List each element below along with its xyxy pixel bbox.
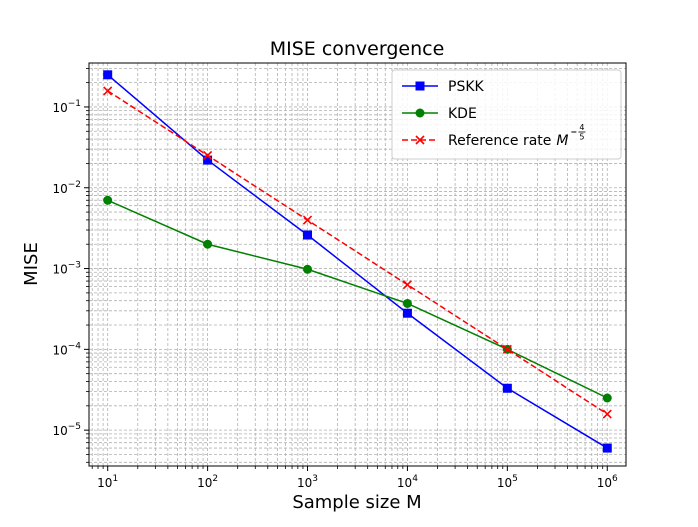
reference-rate-point	[402, 280, 413, 290]
reference-rate-line	[107, 90, 608, 415]
kde-point	[602, 393, 612, 403]
legend-marker-kde	[415, 108, 425, 118]
legend-math-denominator: 5	[579, 133, 584, 142]
reference-rate-point	[203, 150, 213, 161]
x-marker-stroke	[415, 135, 425, 145]
x-tick-label: 104	[397, 474, 418, 490]
legend-marker-reference-rate	[415, 135, 425, 145]
series-pskk	[103, 70, 612, 453]
series-reference-rate	[103, 86, 612, 419]
chart-title: MISE convergence	[270, 38, 445, 60]
pskk-point	[502, 383, 512, 393]
legend-label-pskk: PSKK	[448, 79, 485, 95]
y-axis-label: MISE	[21, 242, 42, 286]
kde-point	[203, 239, 213, 249]
pskk-point	[303, 230, 313, 240]
pskk-point	[103, 70, 113, 80]
x-marker-stroke	[602, 409, 612, 419]
legend-math-numerator: 4	[579, 123, 584, 132]
legend-math-symbol: M	[556, 133, 568, 149]
x-marker-stroke	[402, 280, 413, 290]
y-tick-label: 10−4	[52, 341, 81, 357]
legend-label-kde: KDE	[448, 106, 477, 122]
kde-point	[303, 264, 313, 274]
legend-label-reference-rate: Reference rate	[448, 133, 551, 149]
pskk-point	[203, 155, 213, 165]
y-tick-label: 10−2	[52, 180, 81, 196]
pskk-line	[107, 74, 608, 449]
kde-line	[107, 199, 608, 399]
reference-rate-point	[502, 344, 512, 354]
x-tick-label: 102	[197, 474, 218, 490]
pskk-point	[402, 308, 412, 318]
series-kde	[103, 195, 612, 403]
x-tick-label: 101	[97, 474, 118, 490]
y-tick-label: 10−3	[52, 261, 81, 277]
reference-rate-point	[103, 86, 113, 96]
pskk-point	[602, 443, 612, 453]
legend-box	[391, 69, 622, 160]
x-marker-stroke	[203, 150, 213, 161]
x-tick-label: 105	[497, 474, 518, 490]
y-tick-label: 10−1	[52, 99, 81, 115]
kde-point	[402, 298, 412, 308]
reference-rate-point	[302, 215, 313, 225]
x-marker-stroke	[502, 344, 512, 354]
x-tick-label: 106	[597, 474, 618, 490]
grid	[89, 63, 626, 466]
x-marker-stroke	[302, 215, 313, 225]
y-tick-label: 10−5	[52, 422, 81, 438]
plot-frame	[88, 62, 627, 467]
axis-ticks: 101 102 103 104 105 106 10−5 10−4 10−3 10−2 10−1	[52, 68, 618, 490]
legend: PSKK KDE Reference rate M 45	[391, 69, 622, 160]
series-layer	[103, 70, 612, 453]
x-marker-stroke	[103, 86, 113, 96]
x-tick-label: 103	[297, 474, 318, 490]
legend-marker-pskk	[415, 81, 425, 91]
kde-point	[103, 195, 113, 205]
x-axis-label: Sample size M	[292, 492, 421, 513]
reference-rate-point	[602, 409, 612, 419]
